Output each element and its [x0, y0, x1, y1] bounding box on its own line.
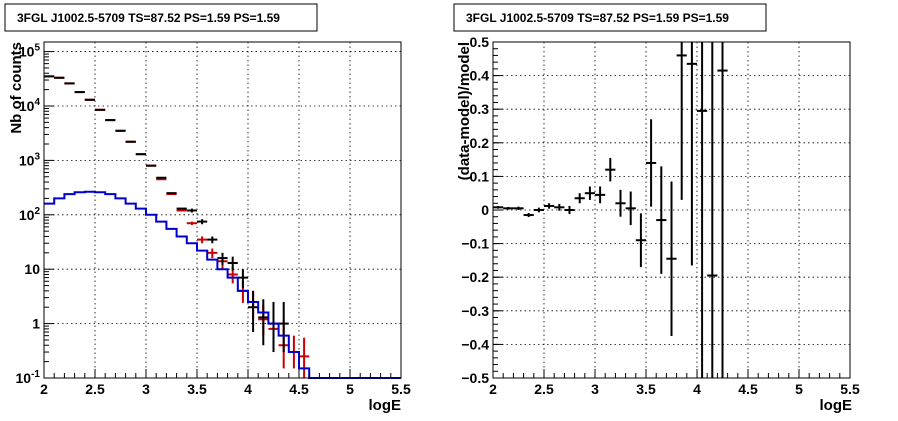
x-tick-label: 3 — [591, 381, 599, 397]
y-tick-exponent: 3 — [34, 151, 40, 162]
y-tick-label: −0.3 — [461, 303, 489, 319]
x-tick-label: 2 — [489, 381, 497, 397]
y-tick-label: 0.2 — [470, 135, 490, 151]
x-tick-label: 5 — [346, 381, 354, 397]
x-axis-title: logE — [369, 397, 402, 414]
x-tick-label: 4.5 — [289, 381, 309, 397]
y-tick-label: 1 — [32, 316, 40, 332]
y-tick-exponent: 2 — [34, 206, 40, 217]
plot-frame — [43, 41, 402, 379]
counts-panel: 3FGL J1002.5-5709 TS=87.52 PS=1.59 PS=1.… — [4, 3, 411, 414]
y-tick-label: 103 — [19, 151, 41, 168]
residuals-panel: 3FGL J1002.5-5709 TS=87.52 PS=1.59 PS=1.… — [453, 3, 860, 414]
x-tick-label: 4.5 — [738, 381, 758, 397]
x-tick-label: 4 — [693, 381, 701, 397]
grid — [493, 42, 850, 378]
x-tick-label: 3.5 — [636, 381, 656, 397]
chart-title-box — [453, 3, 767, 32]
y-tick-exponent: -1 — [31, 369, 40, 380]
y-tick-label: 10 — [24, 261, 40, 277]
x-tick-label: 5.5 — [391, 381, 411, 397]
y-tick-label: 0.3 — [470, 101, 490, 117]
x-axis-title: logE — [820, 397, 853, 414]
series-layer — [493, 42, 728, 378]
x-tick-label: 3 — [142, 381, 150, 397]
y-axis-title: Nb of counts — [8, 42, 25, 134]
y-tick-label: 0.1 — [470, 168, 490, 184]
grid — [44, 42, 401, 378]
series-layer — [44, 75, 401, 379]
y-tick-label: 102 — [19, 206, 41, 223]
x-tick-label: 2 — [40, 381, 48, 397]
x-tick-label: 5.5 — [840, 381, 860, 397]
y-tick-label: −0.4 — [461, 336, 489, 352]
x-tick-label: 4 — [244, 381, 252, 397]
y-tick-label: 0 — [481, 202, 489, 218]
y-tick-label: −0.1 — [461, 236, 489, 252]
y-tick-label: 0.4 — [470, 68, 490, 84]
x-tick-label: 2.5 — [534, 381, 554, 397]
y-tick-exponent: 4 — [34, 97, 40, 108]
y-axis-title: (data-model)/model — [456, 42, 473, 180]
chart-title-box — [4, 3, 318, 32]
x-tick-label: 2.5 — [85, 381, 105, 397]
y-tick-exponent: 5 — [34, 43, 40, 54]
y-tick-label: −0.2 — [461, 269, 489, 285]
chart-title: 3FGL J1002.5-5709 TS=87.52 PS=1.59 PS=1.… — [466, 11, 729, 25]
model-histogram-line — [44, 190, 401, 379]
y-tick-label: −0.5 — [461, 370, 489, 386]
chart-title: 3FGL J1002.5-5709 TS=87.52 PS=1.59 PS=1.… — [17, 11, 280, 25]
axis-ticks: 2 2.5 3 3.5 4 4.5 5 5.5 −0.5 −0.4 −0.3 −0.2 −0.1 0 0.1… — [461, 34, 860, 397]
y-tick-label: 10-1 — [16, 369, 41, 386]
y-tick-label: 0.5 — [470, 34, 490, 50]
x-tick-label: 5 — [795, 381, 803, 397]
x-tick-label: 3.5 — [187, 381, 207, 397]
